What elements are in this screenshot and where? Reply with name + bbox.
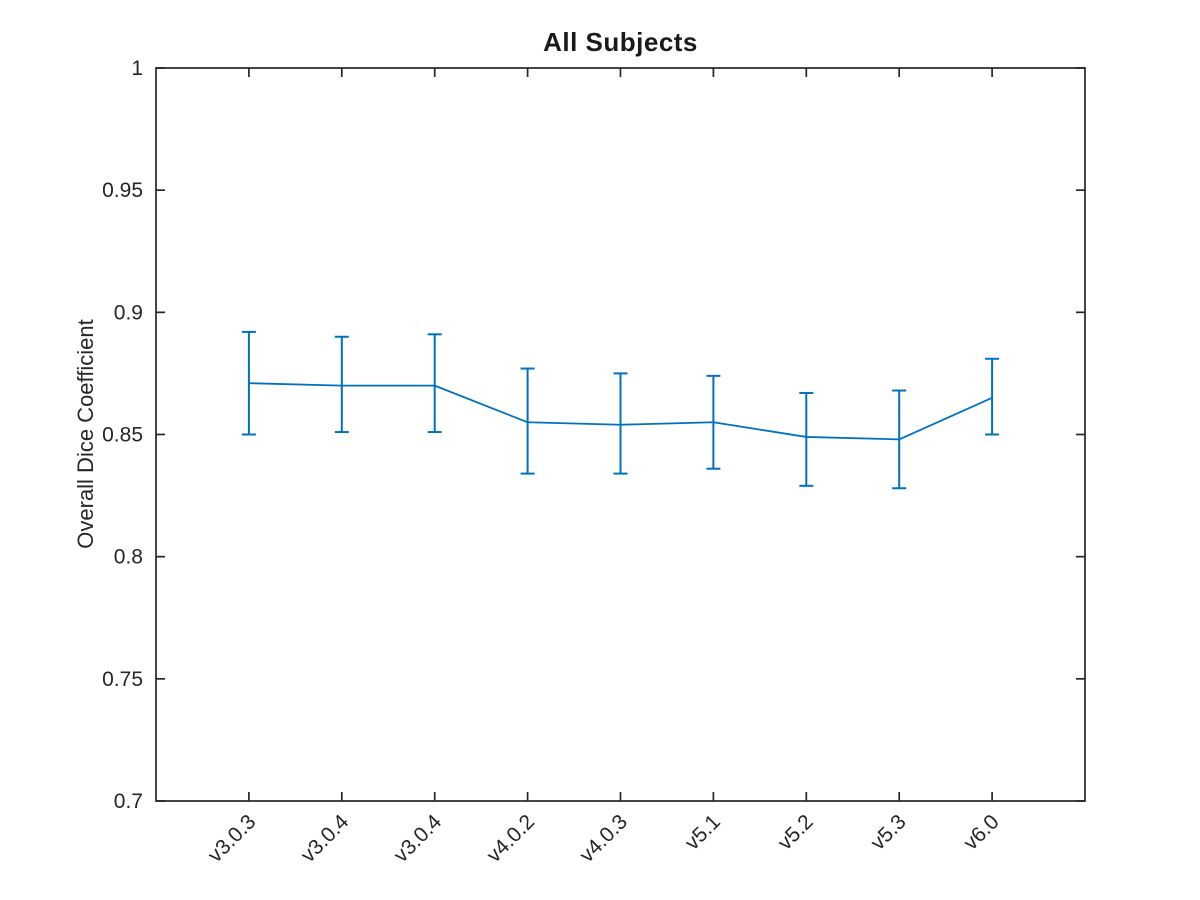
x-tick-label: v4.0.3 [575, 810, 632, 867]
y-tick-label: 0.85 [102, 424, 143, 447]
y-tick-label: 0.9 [114, 301, 143, 324]
x-tick-label: v6.0 [959, 810, 1003, 854]
x-tick-label: v5.2 [773, 810, 817, 854]
x-tick-label: v3.0.4 [390, 810, 447, 867]
x-tick-label: v3.0.3 [204, 810, 261, 867]
x-tick-label: v5.3 [866, 810, 910, 854]
y-tick-label: 0.75 [102, 668, 143, 691]
data-line [248, 382, 993, 441]
y-tick-label: 0.8 [114, 546, 143, 569]
y-tick-label: 0.7 [114, 790, 143, 813]
x-tick-label: v5.1 [681, 810, 725, 854]
y-tick-label: 1 [131, 57, 143, 80]
chart-title: All Subjects [543, 27, 698, 57]
y-tick-label: 0.95 [102, 179, 143, 202]
x-tick-label: v4.0.2 [482, 810, 539, 867]
x-tick-label: v3.0.4 [297, 810, 354, 867]
